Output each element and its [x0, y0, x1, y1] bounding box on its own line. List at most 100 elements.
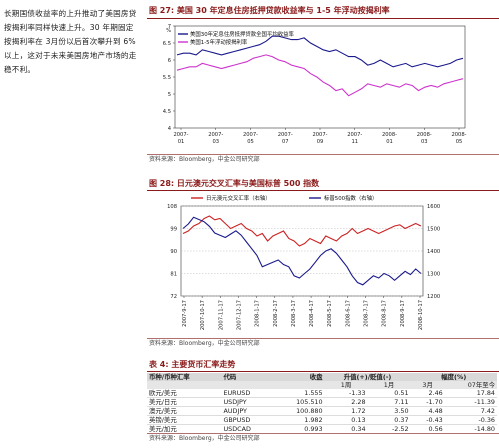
cell-1m: 0.37: [367, 415, 411, 425]
x-tick-label: 2008-: [382, 132, 397, 138]
table-header-row: 币种/币种汇率 代码 收盘 升值(+)/贬值(-) 幅度(%): [147, 373, 497, 381]
figure-27-bottom-rule: [147, 154, 499, 155]
figure-27-chart: % 4 4.5 5 5.5 6 6.5 7 2007- 01 2007- 03 2007- 05 2007-…: [147, 20, 499, 153]
table-4-bottom-rule: [147, 433, 499, 434]
x-tick-label: 01: [386, 139, 393, 145]
cell-3m: -1.70: [410, 397, 445, 407]
subheader-1w: 1周: [324, 381, 368, 389]
figure-27-svg: %44.555.566.572007-012007-032007-052007-…: [163, 24, 467, 145]
figure-27-source: 资料来源：Bloomberg，中金公司研究部: [149, 156, 260, 163]
x-tick-label: 2008-10-17: [418, 300, 424, 330]
cell-1m: 7.11: [367, 397, 411, 407]
figure-27-title: 图 27: 美国 30 年定息住房抵押贷款收益率与 1-5 年浮动按揭利率: [149, 6, 390, 15]
cell-close: 105.510: [273, 397, 325, 407]
cell-pair: 英镑/美元: [147, 415, 222, 425]
left-paragraph: 长期国债收益率的上升推动了美国房贷按揭利率同样快速上升。30 年期固定按揭利率在…: [4, 9, 137, 74]
table-4-source: 资料来源：Bloomberg，中金公司研究部: [149, 435, 260, 442]
cell-code: GBPUSD: [221, 415, 274, 425]
subheader-ytd: 07年至今: [444, 381, 497, 389]
series-line: [176, 35, 464, 68]
y-tick-label: 7: [168, 24, 171, 30]
x-tick-label: 2008-7-17: [364, 300, 370, 327]
y-left-tick-label: 90: [170, 249, 177, 255]
x-tick-label: 2008-: [451, 132, 466, 138]
x-tick-label: 2008-6-17: [345, 300, 351, 327]
figure-28-svg: 72 81 90 99 108 1200 1300 1400 1500 1600 2007-9-17…: [167, 194, 440, 330]
x-tick-label: 2007-10-17: [200, 300, 206, 330]
x-tick-label: 2007-9-17: [182, 300, 188, 327]
legend-label: 美国1-5年浮动按揭利率: [190, 38, 248, 46]
y-left-tick-label: 108: [167, 204, 177, 210]
table-row: 欧元/美元 EURUSD 1.555 -1.33 0.51 2.46 17.84: [147, 389, 497, 398]
y-right-tick-label: 1200: [427, 294, 440, 300]
cell-1w: 0.13: [324, 415, 368, 425]
currency-table: 币种/币种汇率 代码 收盘 升值(+)/贬值(-) 幅度(%) 1周 1月 3月…: [147, 373, 497, 434]
series-line: [182, 216, 422, 286]
cell-3m: 4.48: [410, 406, 445, 416]
x-tick-label: 2007-: [208, 132, 223, 138]
subheader-blank-1: [147, 381, 222, 389]
figure-28-top-rule: [147, 190, 499, 191]
cell-ytd: -0.36: [444, 415, 497, 425]
y-right-tick-label: 1500: [427, 227, 440, 233]
y-right-tick-label: 1300: [427, 272, 440, 278]
figure-28-bottom-rule: [147, 338, 499, 339]
y-tick-label: 5.5: [163, 75, 171, 81]
cell-1w: 1.72: [324, 406, 368, 416]
x-tick-label: 2008-1-17: [255, 300, 261, 327]
cell-code: EURUSD: [221, 389, 274, 398]
x-tick-label: 2008-8-17: [382, 300, 388, 327]
figure-28-source: 资料来源：Bloomberg，中金公司研究部: [149, 340, 260, 347]
cell-3m: -0.43: [410, 415, 445, 425]
cell-pair: 美元/日元: [147, 397, 222, 407]
x-tick-label: 11: [351, 139, 358, 145]
y-right-tick-label: 1400: [427, 249, 440, 255]
cell-3m: 2.46: [410, 389, 445, 398]
y-tick-label: 4.5: [163, 109, 171, 115]
x-tick-label: 05: [247, 139, 254, 145]
legend-label: 美国30年定息住房抵押贷款全国平均收益率: [190, 30, 295, 38]
table-4-title: 表 4: 主要货币汇率走势: [149, 360, 236, 369]
header-pair: 币种/币种汇率: [147, 373, 222, 381]
subheader-3m: 3月: [410, 381, 445, 389]
x-tick-label: 2008-5-17: [327, 300, 333, 327]
header-magnitude: 幅度(%): [410, 373, 497, 381]
header-close: 收盘: [273, 373, 325, 381]
cell-1m: 0.51: [367, 389, 411, 398]
x-tick-label: 03: [212, 139, 219, 145]
cell-code: AUDJPY: [221, 406, 274, 416]
x-tick-label: 07: [282, 139, 289, 145]
left-text-column: 长期国债收益率的上升推动了美国房贷按揭利率同样快速上升。30 年期固定按揭利率在…: [4, 7, 140, 77]
legend-label: 标普500指数（右轴）: [324, 194, 377, 202]
x-tick-label: 2008-4-17: [309, 300, 315, 327]
cell-ytd: 17.84: [444, 389, 497, 398]
table-row: 澳元/美元 AUDJPY 100.880 1.72 3.50 4.48 7.42: [147, 406, 497, 416]
cell-ytd: 7.42: [444, 406, 497, 416]
cell-close: 100.880: [273, 406, 325, 416]
y-left-tick-label: 99: [170, 227, 177, 233]
cell-close: 1.982: [273, 415, 325, 425]
x-tick-label: 03: [421, 139, 428, 145]
figure-27-top-rule: [147, 18, 499, 19]
cell-pair: 欧元/美元: [147, 389, 222, 398]
table-subheader-row: 1周 1月 3月 07年至今: [147, 381, 497, 389]
figure-28-title: 图 28: 日元澳元交叉汇率与美国标普 500 指数: [149, 179, 320, 188]
series-line: [176, 54, 464, 97]
cell-ytd: -11.39: [444, 397, 497, 407]
y-tick-label: 6.5: [163, 41, 171, 47]
x-tick-label: 05: [456, 139, 463, 145]
x-tick-label: 2007-11-17: [218, 300, 224, 330]
x-tick-label: 2007-: [312, 132, 327, 138]
y-tick-label: 4: [168, 126, 172, 132]
cell-1m: 3.50: [367, 406, 411, 416]
x-tick-label: 09: [317, 139, 324, 145]
cell-1w: -1.33: [324, 389, 368, 398]
x-tick-label: 2008-: [417, 132, 432, 138]
table-row: 英镑/美元 GBPUSD 1.982 0.13 0.37 -0.43 -0.36: [147, 415, 497, 425]
x-tick-label: 2007-: [243, 132, 258, 138]
subheader-blank-3: [273, 381, 325, 389]
cell-code: USDJPY: [221, 397, 274, 407]
subheader-blank-2: [221, 381, 274, 389]
x-tick-label: 2008-2-17: [273, 300, 279, 327]
cell-pair: 澳元/美元: [147, 406, 222, 416]
